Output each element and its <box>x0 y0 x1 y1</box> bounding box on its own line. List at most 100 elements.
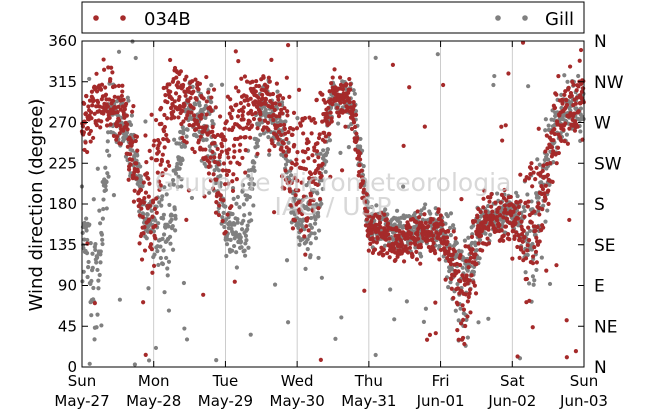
data-point <box>335 105 340 110</box>
data-point <box>387 236 392 241</box>
data-point <box>131 199 137 204</box>
data-point <box>516 204 521 210</box>
data-point <box>162 145 167 150</box>
data-point <box>472 283 477 288</box>
data-point <box>241 202 246 207</box>
data-point <box>221 198 226 203</box>
data-point <box>138 164 143 169</box>
data-point <box>483 231 488 236</box>
data-point <box>242 253 248 258</box>
data-point <box>208 155 213 160</box>
data-point <box>438 247 444 253</box>
data-point <box>492 73 497 79</box>
data-point <box>238 239 244 244</box>
data-point <box>183 93 188 98</box>
data-point <box>242 248 247 253</box>
data-point <box>275 89 280 94</box>
data-point <box>339 168 345 173</box>
data-point <box>562 92 567 97</box>
data-point <box>99 232 105 237</box>
data-point <box>153 236 158 241</box>
data-point <box>351 100 356 105</box>
data-point <box>212 155 217 160</box>
data-point <box>537 212 542 217</box>
data-point <box>123 101 129 106</box>
data-point <box>147 203 153 208</box>
data-point <box>533 228 538 233</box>
data-point <box>433 331 438 336</box>
data-point <box>203 115 208 120</box>
data-point <box>470 247 475 252</box>
data-point <box>118 141 123 146</box>
data-point <box>354 131 359 136</box>
data-point <box>451 295 456 301</box>
data-point <box>114 137 119 142</box>
data-point <box>175 184 180 189</box>
data-point <box>576 73 581 79</box>
data-point <box>324 111 330 116</box>
data-point <box>386 232 391 237</box>
data-point <box>197 81 203 86</box>
data-point <box>158 183 163 188</box>
data-point <box>307 176 312 181</box>
data-point <box>478 209 483 215</box>
data-point <box>111 98 116 103</box>
data-point <box>100 241 105 247</box>
data-point <box>216 212 222 218</box>
data-point <box>85 126 90 131</box>
data-point <box>311 198 316 203</box>
data-point <box>87 222 92 227</box>
data-point <box>234 177 239 182</box>
data-point <box>243 241 248 246</box>
data-point <box>97 272 102 278</box>
data-point <box>351 120 357 125</box>
data-point <box>243 148 248 153</box>
data-point <box>435 52 440 57</box>
data-point <box>327 138 333 143</box>
data-point <box>248 96 253 101</box>
data-point <box>303 252 308 257</box>
data-point <box>568 64 573 69</box>
data-point <box>397 248 402 253</box>
x-tick-label: Thu May-31 <box>341 372 396 409</box>
data-point <box>536 201 541 206</box>
data-point <box>290 161 295 166</box>
data-point <box>279 132 284 138</box>
data-point <box>473 291 479 296</box>
data-point <box>209 95 214 100</box>
data-point <box>239 76 244 81</box>
data-point <box>265 84 270 89</box>
data-point <box>559 92 564 98</box>
data-point <box>236 58 241 64</box>
data-point <box>165 100 170 105</box>
data-point <box>463 323 468 329</box>
data-point <box>307 202 312 207</box>
data-point <box>576 84 581 89</box>
data-point <box>340 87 346 92</box>
data-point <box>426 224 431 229</box>
data-point <box>100 237 105 242</box>
data-point <box>85 274 90 280</box>
data-point <box>476 206 481 212</box>
compass-label: E <box>594 277 605 297</box>
data-point <box>129 157 135 162</box>
data-point <box>88 110 94 115</box>
data-point <box>180 157 185 163</box>
data-point <box>356 173 361 178</box>
data-point <box>368 241 373 246</box>
data-point <box>189 195 195 201</box>
data-point <box>208 178 214 183</box>
data-point <box>501 215 506 220</box>
data-point <box>359 168 364 173</box>
y-tick-label: 90 <box>58 277 77 295</box>
data-point <box>467 291 472 296</box>
data-point <box>250 112 255 117</box>
data-point <box>244 238 249 243</box>
data-point <box>231 196 236 201</box>
data-point <box>255 144 260 149</box>
data-point <box>515 193 520 199</box>
data-point <box>445 255 450 261</box>
data-point <box>361 195 366 200</box>
data-point <box>83 111 89 116</box>
data-point <box>88 128 93 134</box>
